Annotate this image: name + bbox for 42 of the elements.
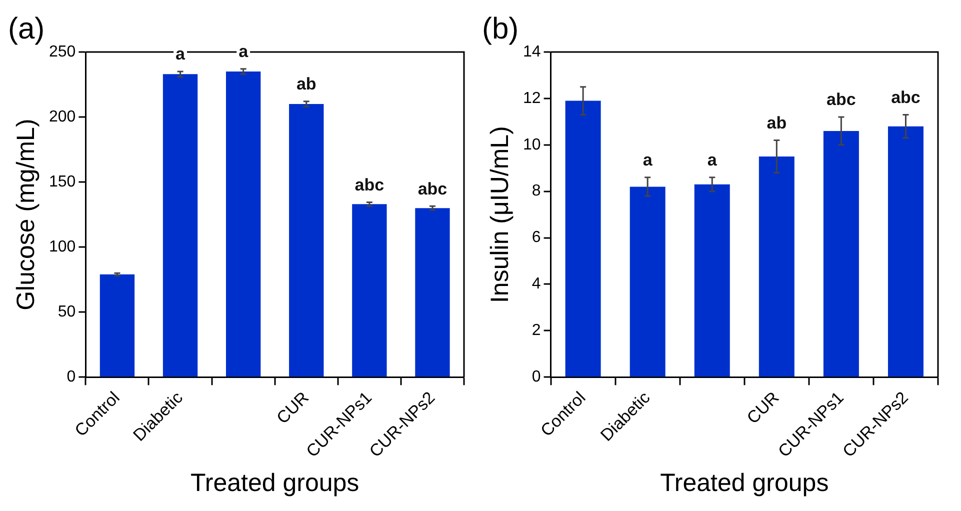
y-axis-title: Insulin (μIU/mL) [486,126,514,304]
data-label: abc [418,179,448,198]
y-axis-title: Glucose (mg/mL) [12,118,40,310]
bar [758,156,794,377]
y-tick-label: 250 [48,43,76,60]
data-label: a [642,150,653,170]
chart-title: (b) [482,12,519,46]
bar [415,208,450,377]
bar [289,104,324,377]
bar [226,72,261,377]
y-tick-label: 14 [523,43,541,60]
data-label: abc [826,90,856,110]
data-label: abc [891,88,920,107]
data-label: abc [354,175,384,194]
data-label: ab [296,74,316,94]
y-tick-label: 0 [66,368,76,386]
data-label: a [238,42,249,62]
bar [630,186,666,377]
chart-title: (a) [8,12,45,46]
bar [352,204,387,377]
bar [162,74,198,377]
y-tick-label: 10 [523,136,541,154]
x-axis-title: Treated groups [190,468,360,497]
y-tick-label: 4 [532,276,541,293]
bar [694,184,730,377]
y-tick-label: 100 [48,238,76,256]
bar [888,126,924,377]
y-tick-label: 12 [523,90,541,107]
data-label: a [176,44,186,64]
y-tick-label: 2 [532,322,541,340]
y-tick-label: 0 [532,368,541,386]
data-label: a [707,150,718,170]
x-axis-title: Treated groups [660,468,829,497]
y-tick-label: 8 [532,182,541,200]
data-label: ab [766,113,787,132]
y-tick-label: 200 [48,108,76,126]
y-tick-label: 50 [58,304,76,321]
bar [565,100,601,377]
bar [823,130,859,377]
bar [100,274,135,377]
y-tick-label: 6 [532,229,541,246]
y-tick-label: 150 [48,173,76,190]
